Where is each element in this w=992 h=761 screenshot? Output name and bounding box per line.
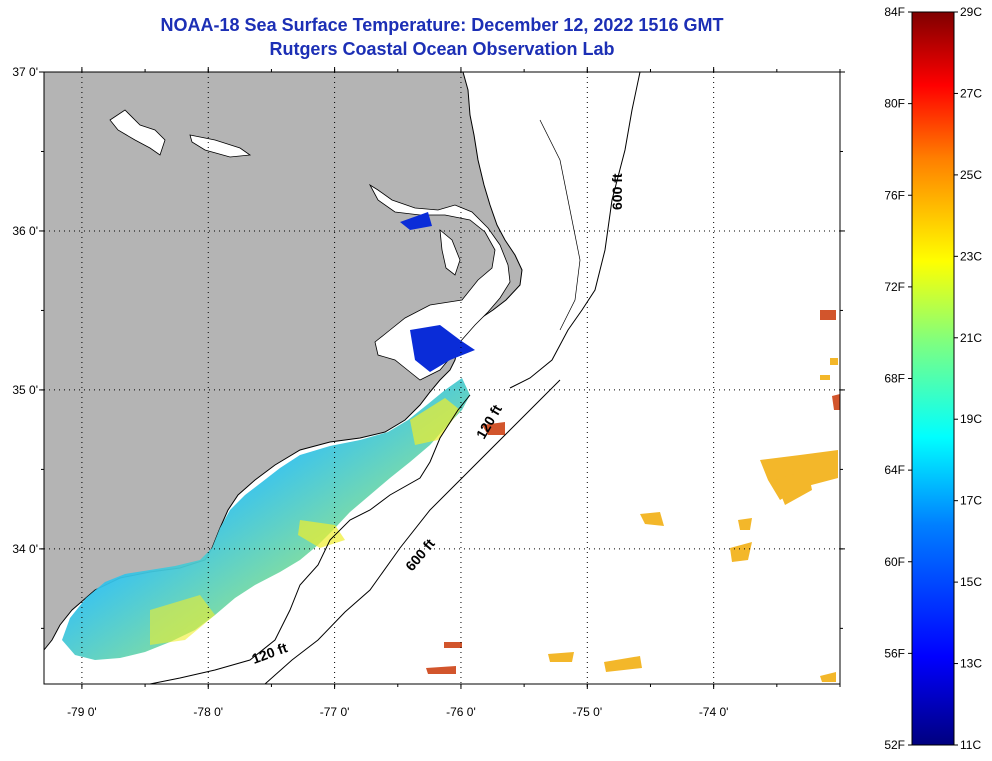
contour-600ft-north	[509, 72, 641, 389]
graticule	[44, 71, 840, 684]
colorbar-c-label: 29C	[960, 5, 982, 19]
colorbar-f-label: 72F	[884, 280, 905, 294]
colorbar-c-label: 23C	[960, 249, 982, 263]
map-frame	[43, 71, 841, 685]
colorbar-c-label: 25C	[960, 168, 982, 182]
colorbar-f-label: 76F	[884, 188, 905, 202]
lat-label: 37 0'	[12, 65, 38, 79]
colorbar-c-label: 19C	[960, 412, 982, 426]
sst-coastal-swath	[62, 378, 470, 660]
colorbar-f-label: 68F	[884, 372, 905, 386]
colorbar-c-label: 21C	[960, 331, 982, 345]
colorbar-c-label: 11C	[960, 738, 981, 752]
lat-label: 35 0'	[12, 383, 38, 397]
colorbar-f-label: 60F	[884, 555, 905, 569]
colorbar-c-label: 13C	[960, 657, 982, 671]
lon-label: -77 0'	[320, 705, 350, 719]
lon-label: -74 0'	[699, 705, 729, 719]
lon-label: -75 0'	[572, 705, 602, 719]
map-subtitle: Rutgers Coastal Ocean Observation Lab	[269, 39, 615, 59]
lon-label: -76 0'	[446, 705, 476, 719]
colorbar-f-label: 84F	[884, 5, 905, 19]
lat-label: 36 0'	[12, 224, 38, 238]
colorbar-c-label: 27C	[960, 86, 982, 100]
colorbar-f-label: 64F	[884, 463, 905, 477]
lat-label: 34 0'	[12, 542, 38, 556]
depth-label-600ft-north: 600 ft	[609, 173, 625, 210]
map-title: NOAA-18 Sea Surface Temperature: Decembe…	[160, 15, 724, 35]
contour-120ft	[149, 394, 471, 684]
colorbar-ticks: 84F 80F 76F 72F 68F 64F 60F 56F 52F 29C 27C 25C 23C 2…	[884, 5, 982, 752]
map-axes: 37 0' 36 0' 35 0' 34 0' -79 0' -78 0' -77 0' -7…	[12, 65, 845, 719]
colorbar-c-label: 15C	[960, 575, 982, 589]
colorbar-f-label: 80F	[884, 97, 905, 111]
contour-600ft-south	[264, 379, 561, 684]
colorbar-c-label: 17C	[960, 494, 982, 508]
colorbar	[911, 11, 955, 746]
offshore-warm-patches	[548, 358, 838, 682]
colorbar-f-label: 52F	[884, 738, 905, 752]
lon-label: -78 0'	[193, 705, 223, 719]
colorbar-f-label: 56F	[884, 646, 905, 660]
lon-label: -79 0'	[67, 705, 97, 719]
